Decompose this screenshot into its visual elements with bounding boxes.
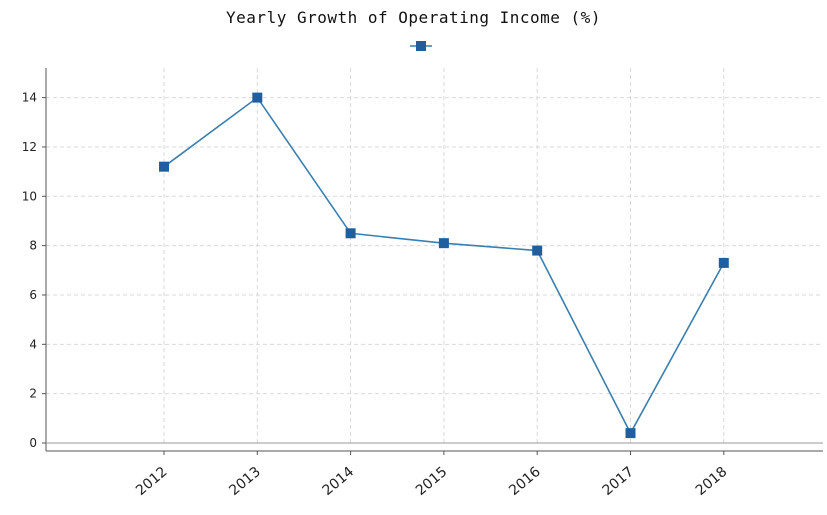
x-tick-label: 2016 bbox=[506, 464, 544, 499]
grid bbox=[46, 68, 823, 444]
y-tick-label: 6 bbox=[29, 288, 37, 302]
axes bbox=[42, 68, 823, 455]
legend-marker bbox=[416, 41, 426, 51]
x-tick-label: 2017 bbox=[599, 464, 637, 499]
y-tick-label: 14 bbox=[22, 91, 37, 105]
y-tick-label: 2 bbox=[29, 387, 37, 401]
x-tick-label: 2015 bbox=[413, 464, 451, 499]
x-tick-label: 2012 bbox=[133, 464, 171, 499]
data-point-marker bbox=[252, 92, 263, 103]
data-point-marker bbox=[345, 228, 356, 239]
data-point-marker bbox=[532, 245, 543, 256]
x-tick-label: 2018 bbox=[693, 464, 731, 499]
data-point-marker bbox=[625, 428, 636, 439]
series bbox=[159, 92, 729, 439]
data-point-marker bbox=[438, 238, 449, 249]
data-point-marker bbox=[159, 161, 169, 172]
legend bbox=[410, 41, 432, 51]
y-tick-label: 8 bbox=[29, 239, 37, 253]
chart-title: Yearly Growth of Operating Income (%) bbox=[226, 8, 601, 27]
x-tick-label: 2014 bbox=[320, 464, 358, 499]
x-tick-label: 2013 bbox=[226, 464, 264, 499]
y-tick-label: 4 bbox=[29, 337, 37, 351]
y-tick-label: 10 bbox=[22, 189, 37, 203]
y-tick-label: 12 bbox=[22, 140, 37, 154]
data-point-marker bbox=[718, 257, 729, 268]
y-tick-label: 0 bbox=[29, 436, 37, 450]
